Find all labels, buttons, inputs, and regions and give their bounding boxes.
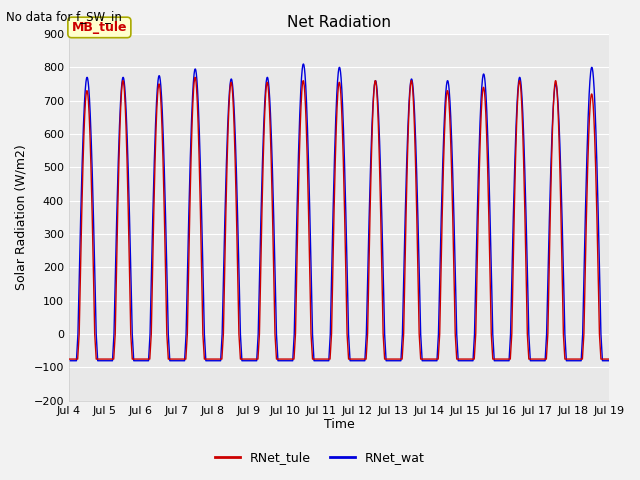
Y-axis label: Solar Radiation (W/m2): Solar Radiation (W/m2) [15, 144, 28, 290]
X-axis label: Time: Time [324, 419, 355, 432]
Legend: RNet_tule, RNet_wat: RNet_tule, RNet_wat [210, 446, 430, 469]
Title: Net Radiation: Net Radiation [287, 15, 391, 30]
Text: No data for f_SW_in: No data for f_SW_in [6, 10, 122, 23]
Text: MB_tule: MB_tule [72, 21, 127, 34]
